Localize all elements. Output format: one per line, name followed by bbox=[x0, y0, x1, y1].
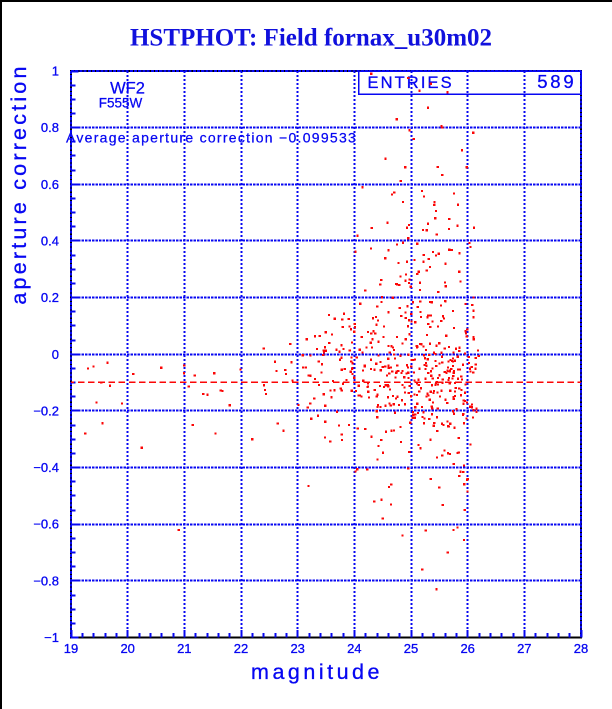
svg-text:−0.4: −0.4 bbox=[33, 460, 59, 475]
svg-text:−0.8: −0.8 bbox=[33, 573, 59, 588]
svg-text:HSTPHOT: Field fornax_u30m02: HSTPHOT: Field fornax_u30m02 bbox=[130, 25, 492, 52]
svg-text:0.4: 0.4 bbox=[41, 233, 59, 248]
svg-text:28: 28 bbox=[574, 641, 588, 656]
svg-text:−0.2: −0.2 bbox=[33, 403, 59, 418]
svg-text:22: 22 bbox=[234, 641, 248, 656]
svg-text:24: 24 bbox=[347, 641, 361, 656]
svg-text:25: 25 bbox=[404, 641, 418, 656]
svg-text:Average aperture correction −0: Average aperture correction −0.099533 bbox=[66, 130, 357, 146]
svg-text:20: 20 bbox=[120, 641, 134, 656]
svg-text:26: 26 bbox=[460, 641, 474, 656]
svg-text:0.2: 0.2 bbox=[41, 290, 59, 305]
svg-text:589: 589 bbox=[537, 71, 576, 92]
svg-text:F555W: F555W bbox=[99, 96, 143, 111]
svg-text:magnitude: magnitude bbox=[251, 660, 383, 684]
svg-text:−1: −1 bbox=[44, 630, 59, 645]
svg-text:21: 21 bbox=[177, 641, 191, 656]
svg-text:WF2: WF2 bbox=[110, 80, 145, 98]
svg-text:aperture correction: aperture correction bbox=[7, 63, 31, 304]
svg-text:1: 1 bbox=[52, 64, 59, 79]
svg-text:19: 19 bbox=[64, 641, 78, 656]
svg-text:ENTRIES: ENTRIES bbox=[368, 74, 454, 92]
svg-text:23: 23 bbox=[290, 641, 304, 656]
svg-text:−0.6: −0.6 bbox=[33, 517, 59, 532]
svg-text:0: 0 bbox=[52, 347, 59, 362]
svg-text:0.8: 0.8 bbox=[41, 120, 59, 135]
svg-text:0.6: 0.6 bbox=[41, 177, 59, 192]
svg-text:27: 27 bbox=[517, 641, 531, 656]
